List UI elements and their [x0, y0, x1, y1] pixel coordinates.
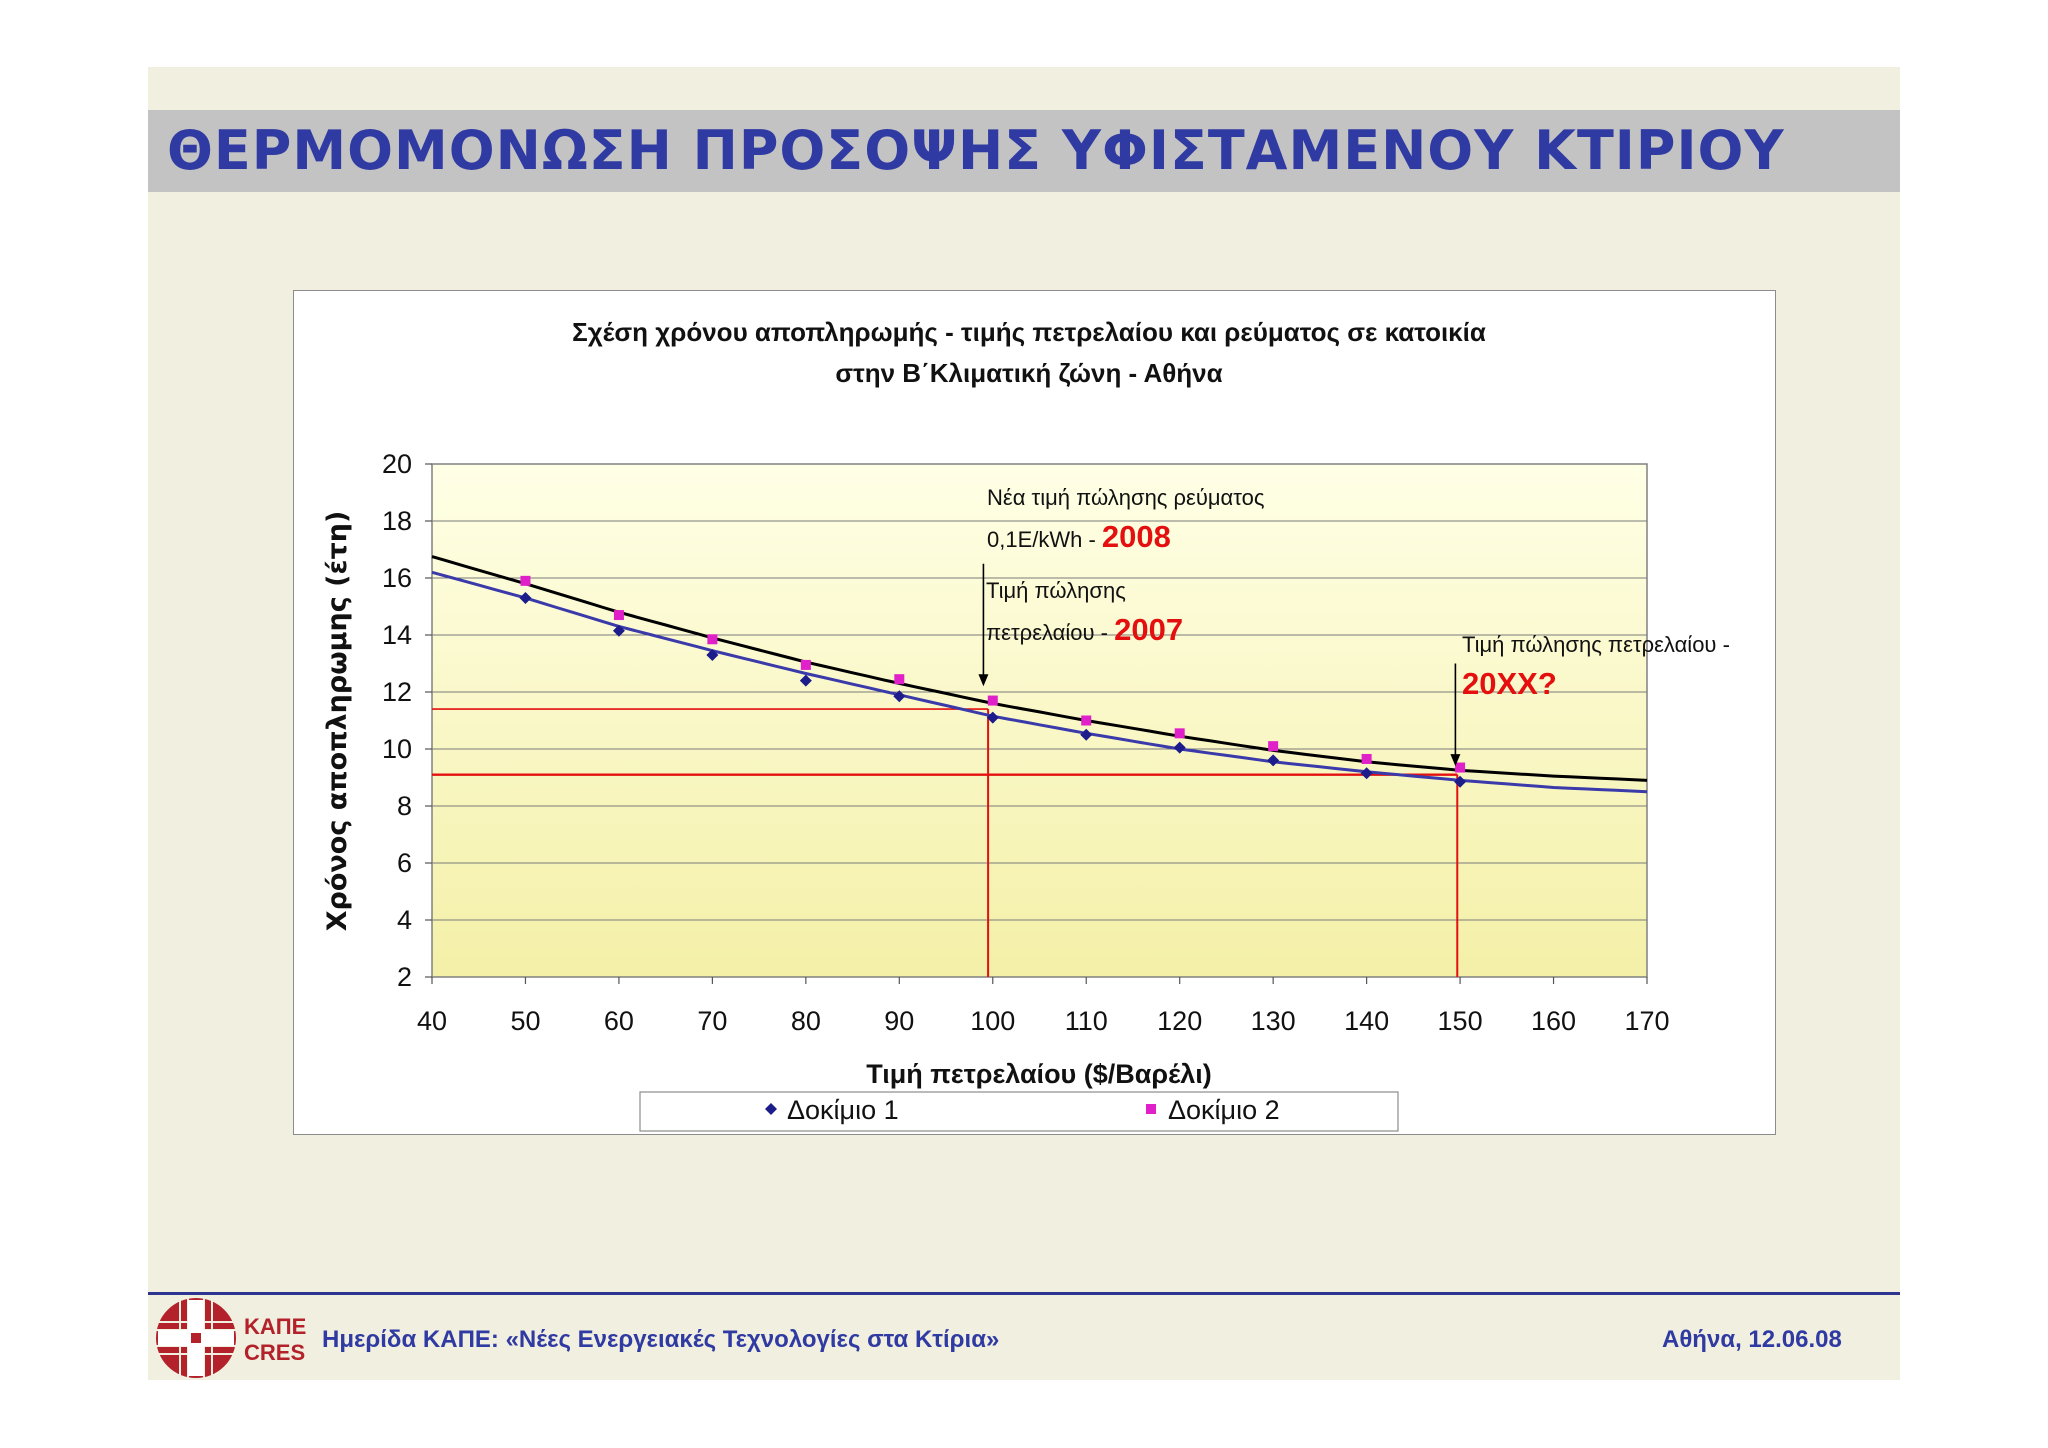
x-tick-label: 130: [1251, 1006, 1296, 1036]
legend-item-series2: Δοκίμιο 2: [1146, 1095, 1280, 1125]
y-tick-label: 20: [382, 449, 412, 479]
y-axis-label: Χρόνος αποπληρωμης (έτη): [322, 511, 353, 932]
data-point-series2: [613, 610, 624, 621]
data-point-series2: [800, 659, 811, 670]
annotation-oil20xx-arrow-head-icon: [1450, 754, 1461, 767]
annotation-oil20xx-year-line: 20XX?: [1462, 666, 1557, 701]
slide-title: ΘΕΡΜΟΜΟΝΩΣΗ ΠΡΟΣΟΨΗΣ ΥΦΙΣΤΑΜΕΝΟΥ ΚΤΙΡΙΟΥ: [167, 119, 1785, 182]
trend-lines: [431, 555, 1648, 794]
data-point-series2: [1361, 753, 1372, 764]
annotation-oil20xx-year: 20XX?: [1462, 666, 1557, 701]
footer-date: Αθήνα, 12.06.08: [1662, 1326, 1842, 1353]
data-point-series2: [894, 674, 905, 685]
chart-title-line2: στην Β΄Κλιματική ζώνη - Αθήνα: [835, 358, 1222, 388]
data-point-series1: [1360, 767, 1373, 780]
data-point-series2: [987, 695, 998, 706]
payback-chart: Σχέση χρόνου αποπληρωμής - τιμής πετρελα…: [322, 317, 1730, 1132]
x-tick-label: 70: [697, 1006, 727, 1036]
y-tick-label: 8: [397, 791, 412, 821]
data-point-series2: [1081, 715, 1092, 726]
x-tick-label: 110: [1065, 1006, 1108, 1036]
chart-title-line1: Σχέση χρόνου αποπληρωμής - τιμής πετρελα…: [572, 317, 1486, 347]
data-point-series1: [799, 674, 812, 687]
data-point-series2: [1268, 741, 1279, 752]
annotation-electricity-year: 2008: [1102, 519, 1171, 554]
data-point-series2: [707, 634, 718, 645]
data-point-series1: [893, 690, 906, 703]
x-axis-ticks: 40 50 60 70 80 90 100 110 120 130 140 150 160 170: [417, 977, 1670, 1036]
x-axis-label: Τιμή πετρελαίου ($/Βαρέλι): [866, 1059, 1212, 1089]
reference-lines: [432, 708, 1459, 977]
annotation-oil2007-year-line: πετρελαίου - 2007: [986, 612, 1183, 647]
data-point-series1: [612, 624, 625, 637]
annotation-oil2007-arrow-head-icon: [978, 674, 989, 687]
y-axis-ticks: 2 4 6 8 10 12 14 16 18 20: [382, 449, 432, 992]
x-tick-label: 90: [884, 1006, 914, 1036]
data-point-series1: [1080, 728, 1093, 741]
chart-frame: Σχέση χρόνου αποπληρωμής - τιμής πετρελα…: [293, 290, 1776, 1135]
x-tick-label: 160: [1531, 1006, 1576, 1036]
y-tick-label: 2: [397, 962, 412, 992]
data-point-series2: [1455, 762, 1466, 773]
data-point-series1: [1454, 775, 1467, 788]
footer-divider: [148, 1292, 1900, 1295]
x-tick-label: 120: [1157, 1006, 1202, 1036]
trend-line-series1: [431, 570, 1648, 794]
x-tick-label: 50: [510, 1006, 540, 1036]
x-tick-label: 150: [1438, 1006, 1483, 1036]
data-point-series2: [520, 575, 531, 586]
data-point-series1: [1173, 741, 1186, 754]
plot-area: [431, 463, 1648, 978]
footer-event-title: Ημερίδα ΚΑΠΕ: «Νέες Ενεργειακές Τεχνολογ…: [322, 1326, 1000, 1353]
annotation-electricity-year-line: 0,1E/kWh - 2008: [987, 519, 1171, 554]
y-tick-label: 16: [382, 563, 412, 593]
x-tick-label: 80: [791, 1006, 821, 1036]
x-tick-label: 40: [417, 1006, 447, 1036]
data-point-series2: [1174, 728, 1185, 739]
annotations: Νέα τιμή πώλησης ρεύματος 0,1E/kWh - 2008…: [978, 485, 1730, 767]
y-tick-label: 14: [382, 620, 412, 650]
annotation-oil2007-prefix: πετρελαίου -: [986, 620, 1114, 645]
y-tick-label: 6: [397, 848, 412, 878]
annotation-electricity-prefix: 0,1E/kWh -: [987, 527, 1102, 552]
data-point-series1: [706, 648, 719, 661]
x-tick-label: 60: [604, 1006, 634, 1036]
annotation-oil2007-title: Τιμή πώλησης: [986, 578, 1126, 603]
x-tick-label: 140: [1344, 1006, 1389, 1036]
x-tick-label: 100: [970, 1006, 1015, 1036]
title-band: [148, 110, 1900, 192]
annotation-electricity-line1: Νέα τιμή πώλησης ρεύματος: [987, 485, 1264, 510]
logo-text-kape: ΚΑΠΕ: [244, 1314, 306, 1339]
y-tick-label: 12: [382, 677, 412, 707]
legend-label-series2: Δοκίμιο 2: [1168, 1095, 1280, 1125]
legend-label-series1: Δοκίμιο 1: [787, 1095, 899, 1125]
y-tick-label: 10: [382, 734, 412, 764]
gridlines: [432, 520, 1647, 921]
trend-line-series2: [431, 555, 1648, 782]
legend-marker-diamond: [765, 1103, 777, 1115]
logo-mark-icon: [156, 1298, 236, 1378]
legend-marker-square: [1146, 1104, 1156, 1114]
annotation-oil2007-line1: Τιμή πώλησης: [986, 578, 1126, 603]
annotation-electricity-title: Νέα τιμή πώλησης ρεύματος: [987, 485, 1264, 510]
y-tick-label: 18: [382, 506, 412, 536]
logo-text-cres: CRES: [244, 1340, 305, 1365]
legend-box: [639, 1091, 1399, 1132]
data-points: [519, 575, 1467, 788]
y-tick-label: 4: [397, 905, 412, 935]
data-point-series1: [519, 591, 532, 604]
data-point-series1: [1267, 754, 1280, 767]
legend-item-series1: Δοκίμιο 1: [765, 1095, 899, 1125]
kape-cres-logo: ΚΑΠΕ CRES: [156, 1298, 306, 1378]
annotation-oil2007-year: 2007: [1114, 612, 1183, 647]
annotation-oil20xx-line1: Τιμή πώλησης πετρελαίου -: [1462, 632, 1730, 657]
data-point-series1: [986, 711, 999, 724]
x-tick-label: 170: [1624, 1006, 1669, 1036]
annotation-oil20xx-title: Τιμή πώλησης πετρελαίου -: [1462, 632, 1730, 657]
